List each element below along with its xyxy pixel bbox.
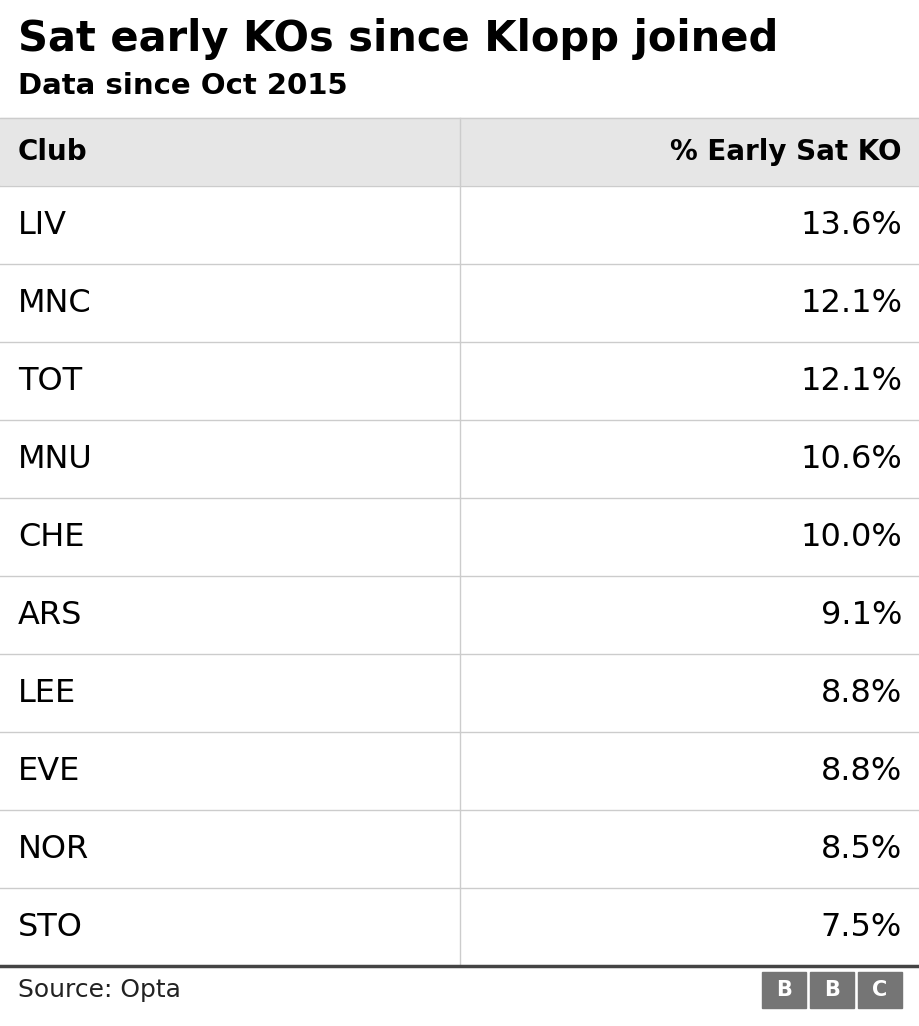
Text: 8.8%: 8.8%: [820, 755, 901, 787]
Bar: [857, 972, 901, 1008]
Bar: [0, 576, 919, 654]
Text: Club: Club: [18, 139, 87, 166]
Bar: [0, 732, 919, 810]
Text: ARS: ARS: [18, 599, 83, 631]
Bar: [0, 342, 919, 420]
Text: 7.5%: 7.5%: [820, 911, 901, 943]
Text: % Early Sat KO: % Early Sat KO: [670, 139, 901, 166]
Text: EVE: EVE: [18, 755, 80, 787]
Bar: [0, 264, 919, 342]
Bar: [761, 972, 805, 1008]
Text: 10.6%: 10.6%: [800, 443, 901, 474]
Text: Data since Oct 2015: Data since Oct 2015: [18, 72, 347, 100]
Bar: [0, 186, 919, 264]
Text: B: B: [823, 980, 839, 1000]
Text: 9.1%: 9.1%: [820, 599, 901, 631]
Text: MNU: MNU: [18, 443, 93, 474]
Text: 8.8%: 8.8%: [820, 677, 901, 709]
Text: 13.6%: 13.6%: [800, 209, 901, 240]
Text: C: C: [871, 980, 887, 1000]
Bar: [0, 118, 919, 186]
Text: 12.1%: 12.1%: [800, 365, 901, 396]
Text: LEE: LEE: [18, 677, 76, 709]
Text: CHE: CHE: [18, 521, 85, 552]
Text: TOT: TOT: [18, 365, 82, 396]
Bar: [0, 420, 919, 498]
Text: NOR: NOR: [18, 833, 89, 865]
Text: STO: STO: [18, 911, 83, 943]
Bar: [0, 887, 919, 966]
Text: Sat early KOs since Klopp joined: Sat early KOs since Klopp joined: [18, 18, 777, 60]
Text: 8.5%: 8.5%: [820, 833, 901, 865]
Text: 12.1%: 12.1%: [800, 287, 901, 318]
Text: B: B: [776, 980, 791, 1000]
Bar: [0, 810, 919, 887]
Bar: [809, 972, 853, 1008]
Text: Source: Opta: Source: Opta: [18, 978, 181, 1002]
Bar: [0, 654, 919, 732]
Bar: [0, 498, 919, 576]
Text: MNC: MNC: [18, 287, 92, 318]
Text: LIV: LIV: [18, 209, 67, 240]
Text: 10.0%: 10.0%: [800, 521, 901, 552]
